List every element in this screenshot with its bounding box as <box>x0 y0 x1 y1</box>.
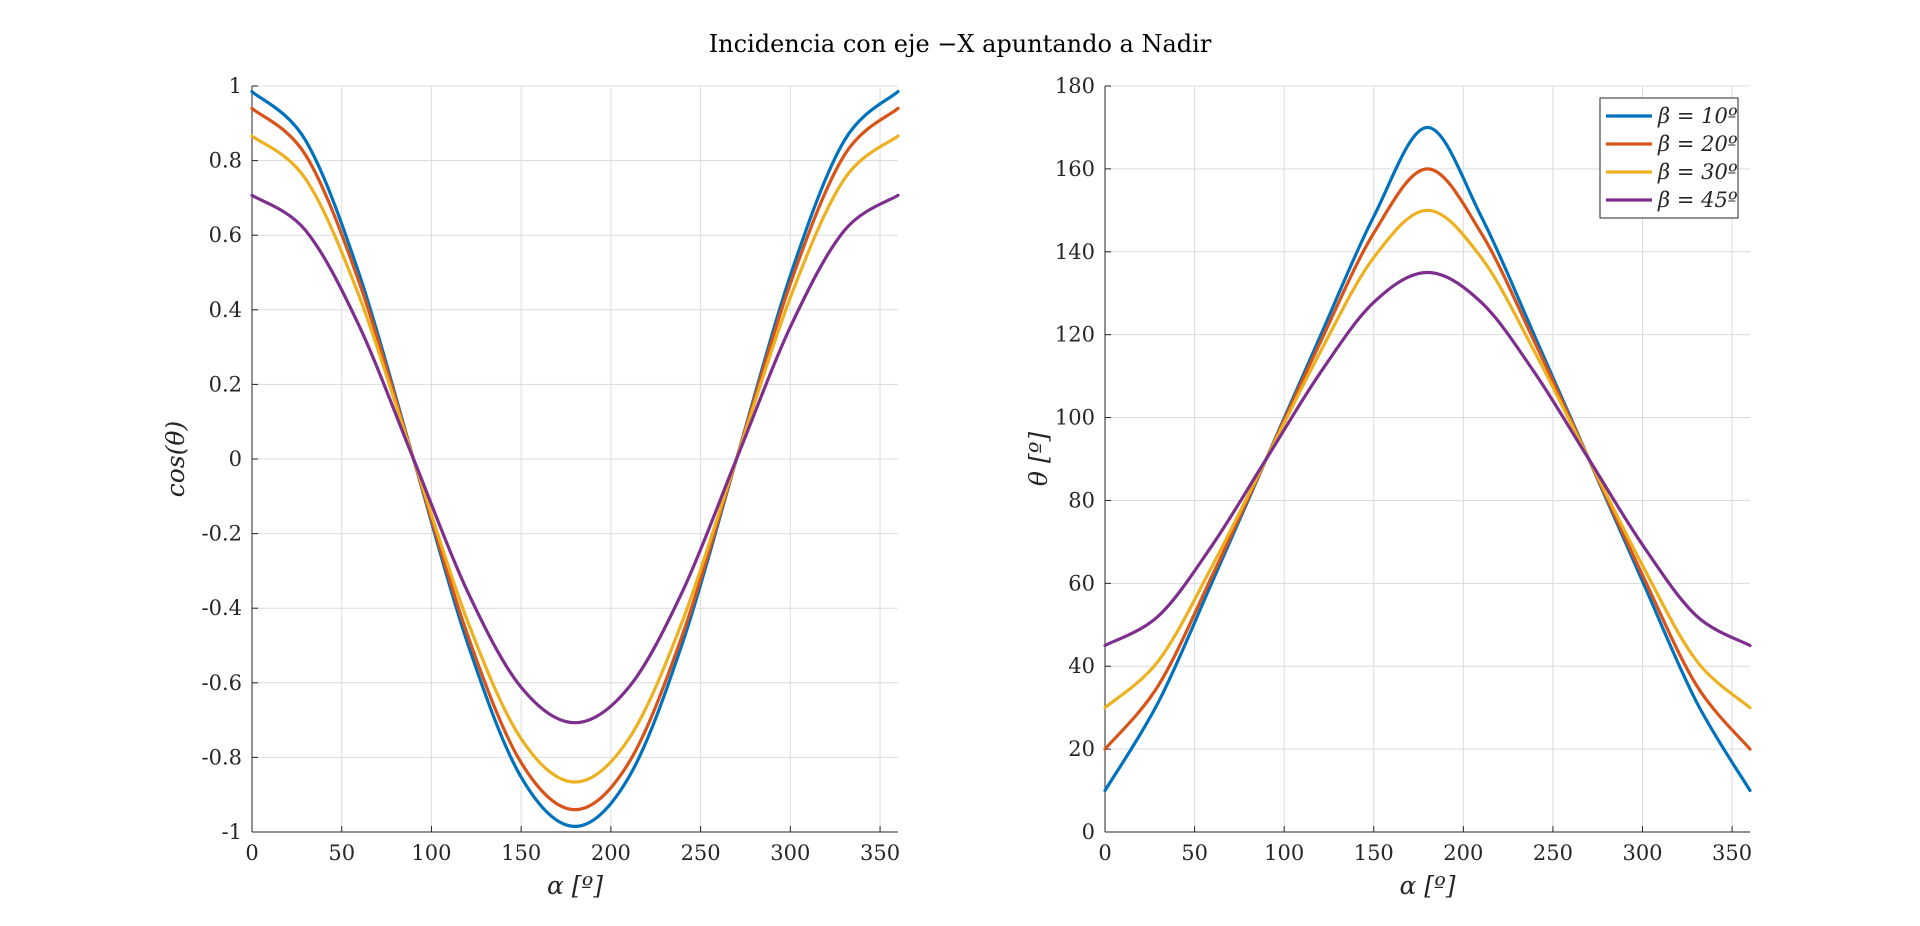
series-line-4 <box>1103 270 1752 648</box>
series-line-1 <box>250 90 900 828</box>
x-tick-label: 100 <box>1264 841 1304 865</box>
y-tick-label: 0.6 <box>209 223 242 247</box>
y-tick-label: 0 <box>1082 820 1095 844</box>
series-line-3 <box>1103 208 1752 710</box>
y-tick-label: 140 <box>1055 240 1095 264</box>
y-tick-label: 180 <box>1055 74 1095 98</box>
x-tick-label: 0 <box>245 841 258 865</box>
x-tick-label: 50 <box>1181 841 1208 865</box>
y-tick-label: 0 <box>229 447 242 471</box>
x-tick-label: 150 <box>1354 841 1394 865</box>
y-tick-label: 160 <box>1055 157 1095 181</box>
series-line-2 <box>250 106 900 812</box>
x-tick-label: 300 <box>770 841 810 865</box>
x-tick-label: 250 <box>681 841 721 865</box>
x-axis-label: α [º] <box>547 871 603 900</box>
y-tick-label: -0.4 <box>202 596 243 620</box>
y-axis-label: cos(θ) <box>161 421 190 497</box>
legend-entry: β = 20º <box>1657 132 1738 156</box>
figure-title: Incidencia con eje −X apuntando a Nadir <box>709 30 1212 58</box>
x-tick-label: 300 <box>1622 841 1662 865</box>
y-tick-label: 40 <box>1068 654 1095 678</box>
y-tick-label: -1 <box>222 820 242 844</box>
legend-entry: β = 30º <box>1657 160 1738 184</box>
legend-entry: β = 45º <box>1657 188 1738 212</box>
y-tick-label: 60 <box>1068 571 1095 595</box>
y-tick-label: 120 <box>1055 323 1095 347</box>
y-axis-label: θ [º] <box>1024 432 1053 487</box>
x-tick-label: 100 <box>411 841 451 865</box>
y-tick-label: 0.4 <box>209 298 242 322</box>
y-tick-label: 0.2 <box>209 372 242 396</box>
x-tick-label: 150 <box>501 841 541 865</box>
legend-box <box>1599 97 1739 219</box>
x-tick-label: 250 <box>1533 841 1573 865</box>
x-tick-label: 0 <box>1098 841 1111 865</box>
legend-entry: β = 10º <box>1657 104 1738 128</box>
y-tick-label: -0.2 <box>202 522 243 546</box>
y-tick-label: 100 <box>1055 406 1095 430</box>
y-tick-label: 1 <box>229 74 242 98</box>
x-tick-label: 200 <box>1443 841 1483 865</box>
series-line-4 <box>250 193 900 725</box>
x-tick-label: 200 <box>591 841 631 865</box>
x-axis-label: α [º] <box>1399 871 1455 900</box>
y-tick-label: 80 <box>1068 488 1095 512</box>
legend: β = 10º β = 20º β = 30º β = 45º <box>1599 97 1739 219</box>
y-tick-label: -0.6 <box>202 671 243 695</box>
series-line-1 <box>1103 125 1752 793</box>
series-line-3 <box>250 134 900 784</box>
right-chart-panel: 0 50 100 150 200 250 300 350 0 20 40 60 80 100 120 140 1… <box>1024 74 1752 900</box>
x-tick-label: 50 <box>328 841 355 865</box>
y-tick-label: 20 <box>1068 737 1095 761</box>
x-tick-label: 350 <box>860 841 900 865</box>
x-tick-label: 350 <box>1712 841 1752 865</box>
series-line-2 <box>1103 167 1752 751</box>
y-tick-label: 0.8 <box>209 149 242 173</box>
left-chart-panel: 0 50 100 150 200 250 300 350 -1 -0.8 -0.6 -0.4 -0.2 0… <box>161 74 900 900</box>
y-tick-label: -0.8 <box>202 745 243 769</box>
